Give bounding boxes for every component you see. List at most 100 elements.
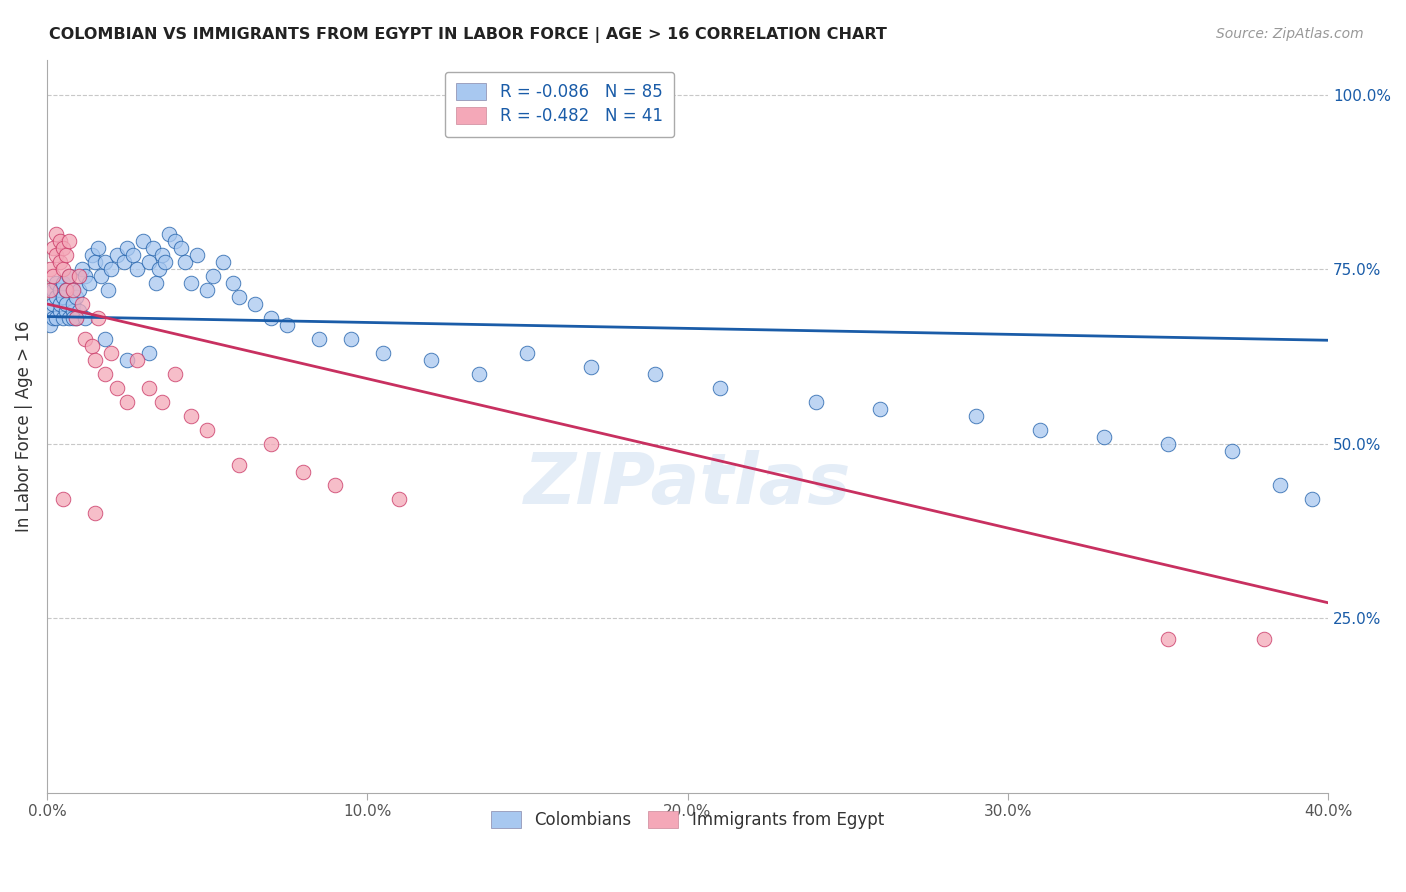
Point (170, 241, 193, 255)
Point (1157, 632, 1180, 646)
Point (87, 241, 110, 255)
Point (157, 227, 180, 241)
Point (93, 255, 115, 269)
Point (709, 381, 731, 395)
Point (138, 381, 160, 395)
Point (93, 367, 115, 381)
Point (260, 436, 283, 450)
Point (67, 304, 90, 318)
Point (202, 268, 225, 283)
Point (87, 310, 110, 325)
Point (58, 268, 80, 283)
Point (180, 409, 202, 423)
Point (1029, 423, 1052, 437)
Point (212, 255, 235, 269)
Point (80, 339, 103, 353)
Point (84, 255, 107, 269)
Point (52, 492, 75, 507)
Point (58, 268, 80, 283)
Point (340, 332, 363, 346)
Point (55, 283, 77, 297)
Point (62, 310, 84, 325)
Point (39, 304, 62, 318)
Point (90, 268, 112, 283)
Point (52, 290, 75, 304)
Point (148, 262, 170, 277)
Point (323, 478, 346, 492)
Point (84, 352, 107, 367)
Point (100, 346, 122, 360)
Point (138, 346, 160, 360)
Point (125, 262, 148, 277)
Legend: Colombians, Immigrants from Egypt: Colombians, Immigrants from Egypt (485, 804, 890, 836)
Point (1157, 436, 1180, 450)
Point (45, 290, 67, 304)
Point (62, 283, 84, 297)
Point (105, 248, 128, 262)
Point (180, 276, 202, 290)
Point (39, 283, 62, 297)
Point (42, 283, 65, 297)
Point (142, 241, 165, 255)
Point (45, 310, 67, 325)
Point (93, 332, 115, 346)
Point (42, 241, 65, 255)
Point (62, 283, 84, 297)
Point (62, 297, 84, 311)
Point (115, 394, 138, 409)
Point (45, 276, 67, 290)
Point (145, 276, 167, 290)
Point (77, 276, 100, 290)
Point (48, 255, 70, 269)
Point (105, 381, 128, 395)
Point (52, 262, 75, 277)
Text: ZIPatlas: ZIPatlas (524, 450, 851, 519)
Point (195, 283, 218, 297)
Point (52, 276, 75, 290)
Point (39, 318, 62, 332)
Point (228, 458, 250, 472)
Point (276, 318, 298, 332)
Point (228, 290, 250, 304)
Y-axis label: In Labor Force | Age > 16: In Labor Force | Age > 16 (15, 320, 32, 532)
Point (48, 304, 70, 318)
Point (84, 507, 107, 521)
Point (70, 262, 93, 277)
Point (1268, 478, 1291, 492)
Point (186, 248, 208, 262)
Point (75, 332, 97, 346)
Point (55, 248, 77, 262)
Point (65, 310, 87, 325)
Point (48, 283, 70, 297)
Point (97, 283, 120, 297)
Point (75, 310, 97, 325)
Point (221, 276, 243, 290)
Point (75, 268, 97, 283)
Point (67, 283, 90, 297)
Point (138, 255, 160, 269)
Point (163, 367, 186, 381)
Point (163, 234, 186, 248)
Point (1092, 429, 1115, 443)
Point (869, 401, 891, 416)
Point (420, 352, 443, 367)
Point (1301, 492, 1323, 507)
Point (55, 304, 77, 318)
Point (308, 332, 330, 346)
Point (48, 234, 70, 248)
Point (58, 234, 80, 248)
Point (195, 423, 218, 437)
Point (150, 394, 173, 409)
Point (115, 241, 138, 255)
Point (243, 297, 266, 311)
Point (58, 310, 80, 325)
Point (65, 310, 87, 325)
Point (52, 310, 75, 325)
Point (1220, 443, 1243, 458)
Point (52, 241, 75, 255)
Point (260, 310, 283, 325)
Point (42, 310, 65, 325)
Point (42, 297, 65, 311)
Point (62, 304, 84, 318)
Point (468, 367, 491, 381)
